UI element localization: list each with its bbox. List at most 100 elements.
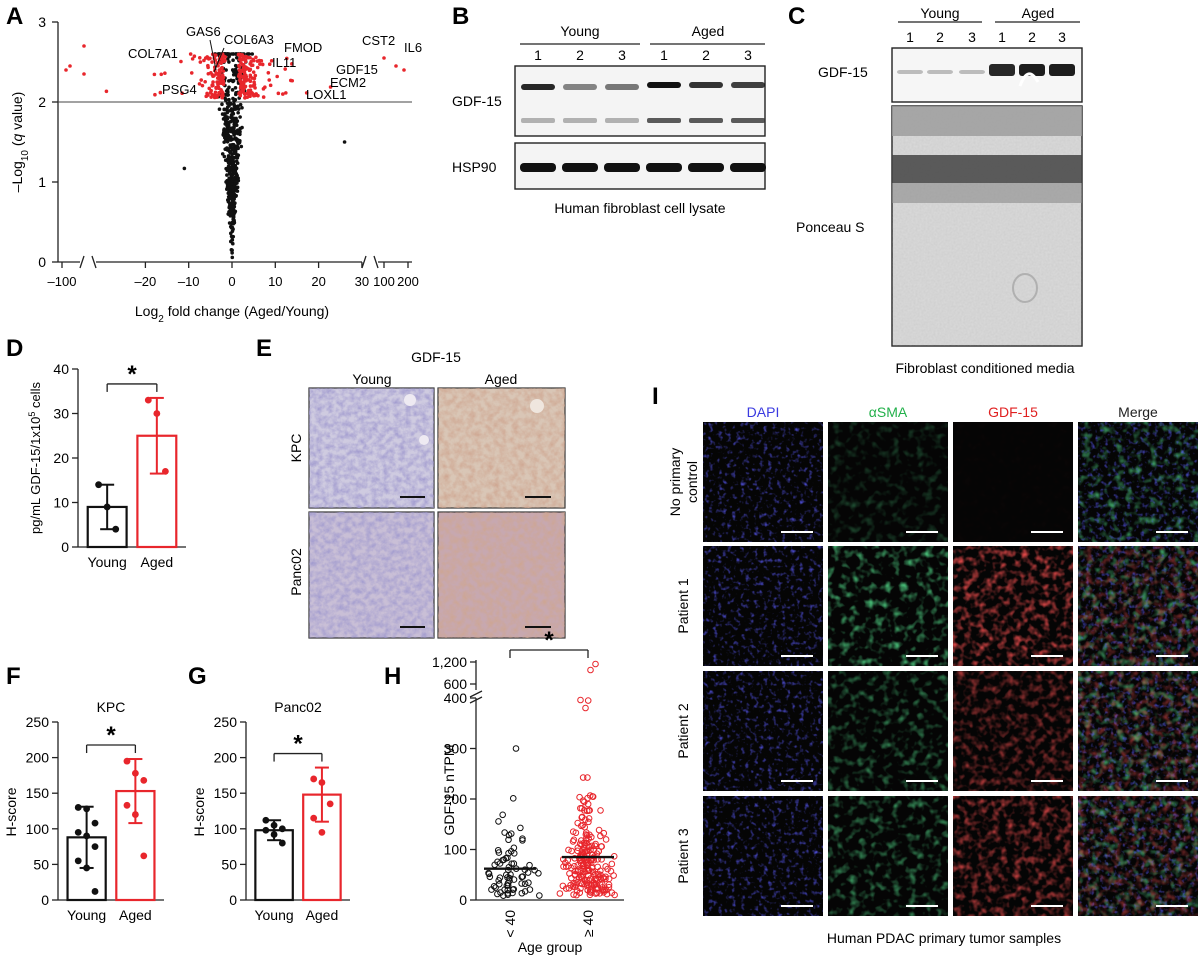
blot-b-group-young: Young [560,23,599,39]
volcano-point-sig [290,78,295,83]
volcano-point-ns [182,166,187,171]
volcano-point-sig [281,92,285,96]
volcano-point-sig [82,72,86,76]
volcano-point-sig [206,63,210,68]
volcano-point-sig [189,71,194,75]
volcano-point-sig [241,74,246,79]
dot-h-point [556,890,564,897]
dot-h-point [510,844,518,852]
panelF-data-point [140,852,148,860]
volcano-point-sig [82,44,86,48]
blot-b-lane-5: 2 [702,47,710,63]
volcano-point-sig [217,81,221,86]
volcano-point-sig [104,89,109,94]
volcano-point-ns [232,201,236,206]
volcano-point-ns [231,161,236,165]
volcano-y-label: –Log10 (q value) [9,92,31,193]
dot-h-x-label-1: ≥ 40 [580,910,596,937]
volcano-point-sig [223,55,228,59]
if-merge-red [1078,671,1198,791]
volcano-point-ns [227,60,231,64]
gene-label-il6: IL6 [404,40,422,55]
blot-c-gdf15-band [927,70,953,74]
volcano-point-sig [207,86,212,91]
panel-label-c: C [788,3,805,30]
if-signal [828,796,948,916]
panelG-data-point [270,821,278,829]
volcano-point-ns [230,211,234,216]
dot-h-point [488,886,495,893]
blot-b-hsp90-band [604,163,640,172]
y-label-post: cells [28,382,43,412]
dot-h-point [510,885,518,893]
panelF-y-tick-label: 0 [41,892,49,908]
volcano-point-sig [219,89,224,93]
blot-c-gdf15-band [1019,64,1045,76]
volcano-point-ns [227,182,231,187]
panelG-data-point [262,816,270,824]
panelF-data-point [74,804,82,811]
x-label-sub: 2 [158,314,164,325]
if-signal [953,422,1073,542]
panelF-data-point [83,864,91,872]
blot-c-group-young: Young [920,5,959,21]
volcano-point-sig [211,80,215,84]
volcano-point-sig [204,94,209,99]
volcano-point-sig [402,68,406,72]
y-label-q: q [9,133,25,141]
dot-h-group-0 [485,745,543,899]
dot-h-point [505,864,513,871]
panelD-data-point [161,467,169,475]
dot-h-point [505,831,513,839]
blot-c-group-aged: Aged [1022,5,1055,21]
panelF-data-point [123,757,131,765]
dot-h-point [576,889,584,897]
if-image-r0-c2 [953,422,1073,542]
volcano-point-ns [222,128,226,132]
volcano-point-ns [228,189,232,194]
dot-h-point [519,873,527,880]
volcano-point-sig [198,60,203,64]
if-signal [703,796,823,916]
volcano-point-sig [210,60,214,64]
volcano-point-sig [203,79,207,84]
dot-h-point [570,836,578,844]
volcano-point-sig [263,85,267,90]
volcano-point-ns [229,138,233,142]
volcano-point-ns [232,130,237,135]
blot-b-hsp90-band [520,163,556,172]
volcano-point-sig [328,85,333,89]
ihc-col-young: Young [352,371,391,387]
blot-b-lower-band [647,118,681,123]
panelD-sig-star: * [127,361,137,388]
panelD-y-tick-label: 10 [53,495,69,511]
dot-h-point [562,863,570,871]
blot-c-lane-1: 1 [906,29,914,45]
volcano-point-sig [219,61,223,65]
dot-h-point [584,697,592,704]
volcano-point-ns [223,97,228,102]
dot-h-point [588,882,596,889]
volcano-point-ns [231,58,235,63]
volcano-x-tick-label: 10 [268,274,282,289]
y-label-pre: –Log [9,161,25,192]
y-label-sup: 5 [27,412,37,417]
y-label-rest: value) [9,92,25,134]
bar-chart-g: 0 50 100 150 200 250 Young Aged * Panc02 H-score [191,699,350,923]
dot-h-y-tick-label: 1,200 [432,654,467,670]
panelF-x-label-young: Young [67,907,106,923]
dot-h-point [592,890,600,897]
panelG-y-tick-label: 50 [221,856,237,872]
blot-c-lane-3: 3 [968,29,976,45]
panelD-y-tick-label: 20 [53,450,69,466]
western-blot-media: Young Aged 1 2 3 1 2 3 GDF-15 Ponceau S … [796,5,1083,376]
dot-h-point [494,890,501,898]
volcano-point-sig [206,71,211,76]
if-row-label-line1: Patient 2 [675,703,691,758]
dot-h-point [578,874,586,881]
volcano-point-sig [251,70,256,74]
volcano-y-tick-label: 3 [38,14,46,30]
panelF-data-point [74,828,82,836]
blot-c-bubble [1018,72,1040,87]
dot-h-point [605,883,613,891]
